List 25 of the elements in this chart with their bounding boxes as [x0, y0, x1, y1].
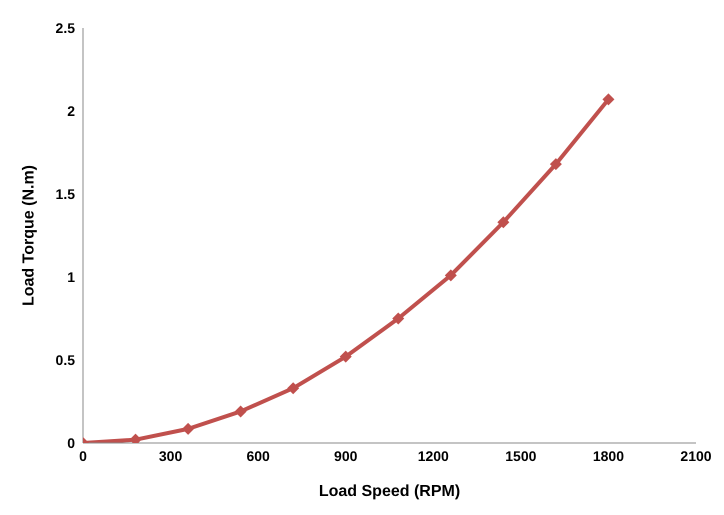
point	[444, 269, 457, 282]
point	[340, 350, 352, 363]
point	[602, 93, 614, 106]
point	[182, 422, 194, 435]
x-tick-label: 1800	[592, 448, 624, 464]
y-tick-label: 1	[67, 268, 76, 285]
y-tick-label: 2	[67, 102, 76, 119]
point	[234, 405, 247, 418]
x-tick-label: 0	[79, 448, 88, 464]
x-tick-label: 900	[334, 448, 358, 464]
x-axis-title: Load Speed (RPM)	[318, 483, 460, 500]
point	[287, 382, 300, 394]
y-tick-label: 0	[67, 434, 76, 451]
point	[497, 216, 510, 228]
x-tick-label: 1200	[418, 448, 450, 464]
point	[392, 312, 404, 324]
x-tick-label: 2100	[680, 448, 712, 464]
y-tick-label: 0.5	[56, 352, 76, 368]
x-tick-label: 1500	[505, 448, 537, 464]
y-tick-label: 2.5	[56, 20, 76, 36]
x-tick-label: 300	[158, 448, 182, 464]
x-tick-label: 600	[246, 448, 270, 464]
point	[550, 158, 562, 170]
y-axis-title: Load Torque (N.m)	[20, 164, 38, 306]
y-tick-label: 1.5	[56, 186, 76, 202]
